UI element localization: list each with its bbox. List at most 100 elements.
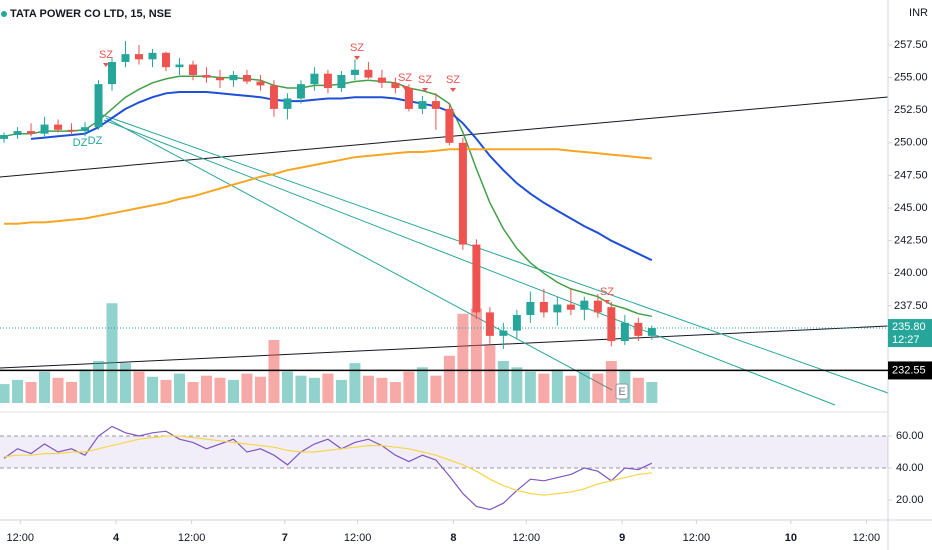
candle-body (188, 64, 197, 75)
y-tick-label: 237.50 (894, 300, 928, 312)
candle-body (337, 75, 346, 89)
zone-label: SZ (446, 74, 460, 86)
candle-body (647, 328, 656, 336)
candle-body (27, 131, 36, 134)
level-label: 232.55 (892, 364, 926, 376)
zone-label: DZ (88, 135, 103, 147)
trend-line (103, 119, 836, 406)
volume-bar (52, 377, 64, 403)
countdown: 12:27 (892, 334, 920, 346)
chart-title: TATA POWER CO LTD, 15, NSE (10, 8, 171, 20)
rsi-tick-label: 40.00 (896, 462, 924, 474)
volume-bar (200, 375, 212, 403)
trend-line (99, 113, 889, 394)
price-axis-bg (888, 0, 932, 550)
x-tick-label: 9 (619, 532, 625, 544)
x-tick-label: 8 (450, 532, 456, 544)
candle-body (40, 124, 49, 134)
volume-bar (214, 377, 226, 403)
candle-body (202, 75, 211, 78)
volume-bar (632, 377, 644, 403)
candle-body (148, 52, 157, 60)
rsi-band (0, 436, 888, 468)
volume-bar (335, 379, 347, 403)
y-tick-label: 247.50 (894, 169, 928, 181)
volume-bar (160, 379, 172, 403)
candle-body (269, 85, 278, 109)
x-tick-label: 12:00 (513, 532, 541, 544)
level-box (888, 361, 932, 380)
status-dot (1, 11, 7, 17)
rsi-tick-label: 60.00 (896, 430, 924, 442)
candle-body (323, 73, 332, 89)
candle-body (485, 312, 494, 336)
volume-bar (295, 375, 307, 403)
x-tick-label: 7 (282, 532, 288, 544)
candle-body (256, 81, 265, 86)
candle-body (350, 69, 359, 75)
volume-bar (605, 361, 617, 403)
candle-body (229, 75, 238, 81)
ma-line (30, 91, 653, 262)
volume-bar (389, 382, 401, 403)
candle-body (607, 307, 616, 342)
x-tick-label: 12:00 (344, 532, 372, 544)
candle-body (404, 88, 413, 109)
candle-body (364, 69, 373, 78)
volume-bar (227, 379, 239, 403)
candle-body (94, 84, 103, 128)
trend-line (0, 325, 889, 369)
volume-bar (457, 313, 469, 403)
candle-body (121, 54, 130, 62)
candle-body (67, 129, 76, 132)
candle-body (54, 124, 63, 130)
volume-bar (430, 375, 442, 403)
earnings-marker: E (618, 386, 625, 398)
volume-bar (362, 375, 374, 403)
volume-bar (403, 371, 415, 403)
y-tick-label: 257.50 (894, 39, 928, 51)
candle-body (458, 142, 467, 245)
x-tick-label: 12:00 (683, 532, 711, 544)
volume-bar (349, 363, 361, 403)
trend-line (105, 117, 613, 391)
candle-body (580, 300, 589, 310)
volume-bar (497, 361, 509, 403)
candle-body (472, 244, 481, 313)
x-tick-label: 10 (785, 532, 797, 544)
zone-marker (450, 88, 456, 92)
volume-bar (66, 382, 78, 403)
zone-marker (402, 86, 408, 90)
volume-bar (25, 382, 37, 403)
x-tick-label: 12:00 (853, 532, 881, 544)
candle-body (296, 84, 305, 99)
volume-bar (551, 369, 563, 403)
volume-bar (470, 308, 482, 403)
zone-label: SZ (99, 49, 113, 61)
volume-bar (254, 376, 266, 403)
rsi-line (3, 435, 652, 496)
candle-body (215, 77, 224, 81)
trend-line (0, 96, 889, 178)
candle-body (620, 322, 629, 342)
volume-bar (416, 367, 428, 403)
x-tick-label: 12:00 (178, 532, 206, 544)
candle-body (431, 101, 440, 109)
rsi-tick-label: 20.00 (896, 494, 924, 506)
y-tick-label: 245.00 (894, 202, 928, 214)
rsi-line (3, 425, 653, 511)
zone-marker (604, 300, 610, 304)
volume-bar (281, 371, 293, 403)
y-tick-label: 242.50 (894, 235, 928, 247)
volume-bar (93, 361, 105, 403)
volume-bar (565, 375, 577, 403)
candle-body (539, 301, 548, 313)
x-tick-label: 12:00 (6, 532, 34, 544)
zone-label: SZ (418, 74, 432, 86)
candle-body (593, 300, 602, 313)
currency: INR (909, 7, 928, 19)
candle-body (445, 108, 454, 143)
candle-body (242, 75, 251, 82)
volume-bar (268, 340, 280, 403)
